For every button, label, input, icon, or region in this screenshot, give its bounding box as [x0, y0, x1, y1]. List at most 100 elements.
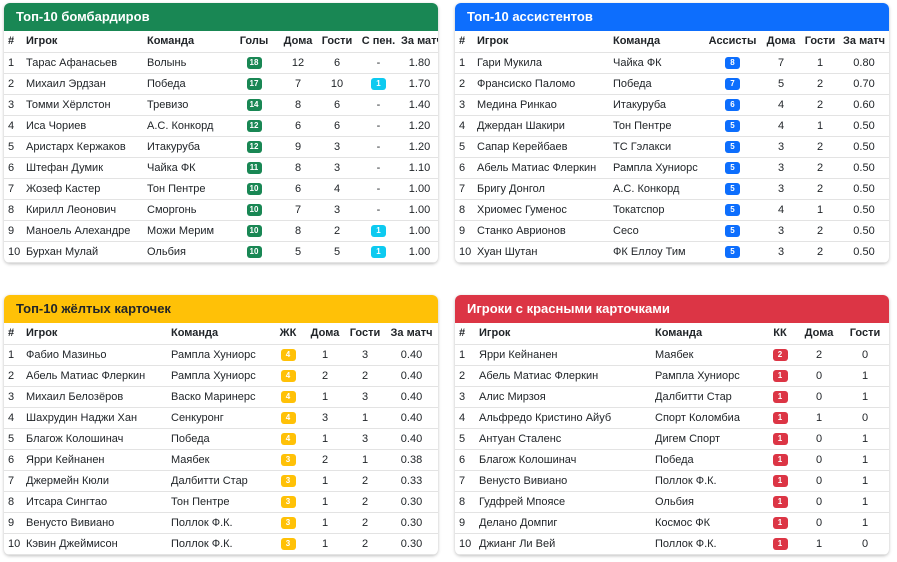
column-header: Команда: [143, 31, 230, 53]
cell: 1: [797, 533, 841, 555]
cell: Можи Мерим: [143, 220, 230, 242]
cell: 3: [345, 344, 385, 366]
cell: 8: [278, 157, 318, 179]
cell: 6: [4, 449, 22, 471]
cell: 8: [278, 220, 318, 242]
cell: Шахрудин Наджи Хан: [22, 407, 167, 429]
badge: 5: [725, 120, 740, 132]
badge: 6: [725, 99, 740, 111]
cell: 1: [763, 407, 797, 429]
badge: 4: [280, 370, 296, 382]
table-row: 2 Абель Матиас Флеркин Рампла Хуниорс 1 0 1: [455, 365, 889, 387]
cell: 0.40: [385, 407, 438, 429]
cell: 1: [801, 199, 839, 221]
cell: 2: [345, 470, 385, 492]
cell: -: [356, 115, 401, 137]
column-header: #: [4, 31, 22, 53]
cell: 3: [761, 241, 801, 263]
cell: 5: [704, 136, 761, 158]
cell: 2: [345, 365, 385, 387]
cell: 0.33: [385, 470, 438, 492]
cell: Поллок Ф.К.: [651, 533, 763, 555]
cell: 6: [318, 94, 356, 116]
cell: 3: [345, 428, 385, 450]
column-header: За матч: [401, 31, 438, 53]
table-row: 9 Венусто Вивиано Поллок Ф.К. 3 1 2 0.30: [4, 512, 438, 534]
card-header: Топ-10 жёлтых карточек: [4, 295, 438, 323]
cell: Рампла Хуниорс: [609, 157, 704, 179]
cell: 1: [455, 52, 473, 74]
cell: 14: [230, 94, 278, 116]
stats-table: # Игрок Команда Ассисты Дома Гости За матч 1 Гар…: [455, 31, 889, 263]
cell: -: [356, 136, 401, 158]
cell: 2: [455, 73, 473, 95]
cell: 4: [455, 115, 473, 137]
cell: Аристарх Кержаков: [22, 136, 143, 158]
badge: 8: [725, 57, 740, 69]
card-header: Топ-10 бомбардиров: [4, 3, 438, 31]
cell: Тон Пентре: [609, 115, 704, 137]
cell: Станко Аврионов: [473, 220, 609, 242]
cell: 4: [271, 365, 305, 387]
column-header: Дома: [278, 31, 318, 53]
cell: Дигем Спорт: [651, 428, 763, 450]
cell: Хриомес Гуменос: [473, 199, 609, 221]
cell: 1.20: [401, 115, 438, 137]
cell: 0: [797, 470, 841, 492]
badge: 1: [772, 475, 788, 487]
cell: 2: [801, 241, 839, 263]
cell: Чайка ФК: [609, 52, 704, 74]
cell: Далбитти Стар: [651, 386, 763, 408]
badge: 5: [725, 204, 740, 216]
cell: 2: [345, 512, 385, 534]
column-header: Дома: [797, 323, 841, 345]
cell: Победа: [651, 449, 763, 471]
cell: 3: [345, 386, 385, 408]
cell: 10: [455, 241, 473, 263]
cell: Волынь: [143, 52, 230, 74]
cell: 0.50: [839, 157, 889, 179]
cell: 3: [455, 386, 475, 408]
table-row: 7 Джермейн Кюли Далбитти Стар 3 1 2 0.33: [4, 470, 438, 492]
cell: 7: [278, 73, 318, 95]
badge: 18: [246, 57, 262, 69]
cell: Ярри Кейнанен: [475, 344, 651, 366]
column-header: За матч: [385, 323, 438, 345]
cell: 6: [318, 115, 356, 137]
badge: 1: [772, 496, 788, 508]
cell: Джианг Ли Вей: [475, 533, 651, 555]
cell: 0: [797, 449, 841, 471]
cell: 12: [230, 136, 278, 158]
cell: Джердан Шакири: [473, 115, 609, 137]
cell: 5: [704, 178, 761, 200]
cell: 0: [841, 407, 889, 429]
cell: 7: [4, 470, 22, 492]
column-header: КК: [763, 323, 797, 345]
column-header: ЖК: [271, 323, 305, 345]
cell: 3: [4, 386, 22, 408]
cell: Абель Матиас Флеркин: [22, 365, 167, 387]
cell: 2: [763, 344, 797, 366]
column-header: Голы: [230, 31, 278, 53]
table-row: 6 Ярри Кейнанен Маябек 3 2 1 0.38: [4, 449, 438, 471]
cell: 1: [305, 512, 345, 534]
stats-table: # Игрок Команда КК Дома Гости 1 Ярри Кейнанен Ма…: [455, 323, 889, 555]
badge: 3: [280, 475, 296, 487]
cell: Алис Мирзоя: [475, 386, 651, 408]
cell: Михаил Эрдзан: [22, 73, 143, 95]
cell: 4: [318, 178, 356, 200]
table-row: 8 Хриомес Гуменос Токатспор 5 4 1 0.50: [455, 199, 889, 221]
cell: 2: [801, 220, 839, 242]
cell: Рампла Хуниорс: [651, 365, 763, 387]
cell: 0.30: [385, 533, 438, 555]
cell: 1.00: [401, 241, 438, 263]
badge: 1: [772, 412, 788, 424]
table-row: 3 Алис Мирзоя Далбитти Стар 1 0 1: [455, 386, 889, 408]
column-header: Команда: [651, 323, 763, 345]
cell: 0.38: [385, 449, 438, 471]
badge: 1: [371, 225, 386, 237]
cell: Победа: [167, 428, 271, 450]
table-card: Топ-10 бомбардиров # Игрок Команда Голы Дома Г…: [4, 3, 438, 263]
table-row: 3 Медина Ринкао Итакуруба 6 4 2 0.60: [455, 94, 889, 116]
cell: 8: [455, 491, 475, 513]
